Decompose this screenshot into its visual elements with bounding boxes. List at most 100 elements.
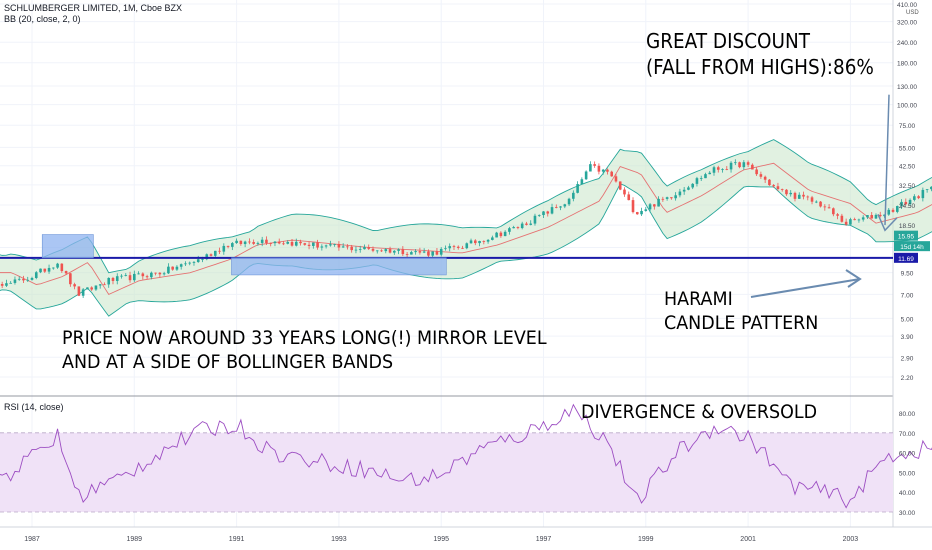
candle-body: [380, 250, 383, 252]
candle-body: [209, 254, 213, 256]
price-tick-label: 2.90: [901, 355, 914, 362]
symbol-title[interactable]: SCHLUMBERGER LIMITED, 1M, Cboe BZX: [4, 3, 183, 13]
discount-line-2: (FALL FROM HIGHS):86%: [646, 55, 874, 79]
candle-body: [614, 176, 618, 182]
harami-line-1: HARAMI: [664, 288, 733, 310]
candle-body: [610, 171, 613, 177]
candle-body: [94, 285, 98, 290]
candle-body: [537, 215, 541, 216]
candle-body: [691, 183, 694, 188]
rsi-tick-label: 40.00: [899, 490, 916, 497]
candle-body: [145, 276, 149, 278]
candle-body: [350, 246, 353, 251]
candle-body: [456, 246, 460, 248]
rsi-axis[interactable]: 80.00 70.00 60.00 50.00 40.00 30.00: [899, 411, 916, 517]
candle-body: [435, 251, 439, 255]
candle-body: [627, 194, 631, 201]
highlight-box-1987[interactable]: [41, 234, 94, 259]
candle-body: [780, 189, 784, 190]
candle-body: [491, 237, 494, 240]
bb-indicator-title[interactable]: BB (20, close, 2, 0): [4, 14, 81, 24]
candle-body: [870, 215, 874, 219]
countdown-tag[interactable]: [894, 241, 930, 252]
highlight-boxes[interactable]: [41, 188, 932, 283]
discount-arrow-shaft[interactable]: [884, 94, 890, 226]
price-tick-label: 55.00: [899, 145, 916, 152]
candle-body: [188, 262, 192, 264]
level-price-label: 11.69: [898, 256, 914, 263]
rsi-legend: RSI (14, close): [4, 402, 64, 412]
candle-body: [797, 194, 801, 199]
candle-body: [631, 200, 635, 213]
candle-body: [115, 276, 119, 281]
candle-body: [857, 219, 861, 221]
candle-body: [670, 197, 673, 199]
candle-body: [776, 186, 780, 190]
candle-body: [644, 209, 648, 211]
candle-body: [520, 223, 524, 229]
time-tick-label: 1989: [127, 536, 143, 543]
candle-body: [256, 242, 260, 244]
candle-body: [26, 279, 30, 281]
candle-body: [239, 240, 243, 245]
level-price-tag[interactable]: [894, 252, 918, 263]
candle-body: [90, 287, 93, 290]
rsi-indicator-title[interactable]: RSI (14, close): [4, 402, 64, 412]
candle-body: [900, 201, 903, 207]
candle-body: [874, 214, 878, 219]
candle-body: [98, 284, 102, 286]
candle-body: [653, 204, 656, 207]
candle-body: [567, 198, 571, 205]
candle-body: [448, 246, 452, 249]
price-tick-label: 410.00: [897, 2, 917, 9]
candle-body: [772, 185, 775, 187]
candle-body: [648, 204, 652, 210]
highlight-box-1991-1995[interactable]: [231, 257, 447, 276]
rsi-tick-label: 70.00: [899, 431, 916, 438]
drawing-tools-layer[interactable]: [750, 94, 932, 518]
price-tick-label: 32.50: [899, 183, 916, 190]
candle-body: [47, 267, 51, 272]
candle-body: [277, 241, 281, 244]
candle-body: [930, 186, 932, 190]
candle-body: [682, 189, 686, 192]
candle-body: [201, 259, 204, 260]
rsi-tick-label: 60.00: [899, 451, 916, 458]
discount-annotation[interactable]: GREAT DISCOUNT (FALL FROM HIGHS):86%: [646, 28, 874, 80]
candle-body: [759, 174, 763, 177]
candle-body: [290, 241, 294, 246]
candle-body: [320, 246, 324, 248]
candle-body: [827, 207, 831, 209]
candle-body: [367, 247, 371, 249]
candle-body: [516, 227, 520, 229]
time-axis[interactable]: 1987198919911993199519971999200120032005…: [24, 536, 932, 543]
price-axis[interactable]: 410.00 320.00 240.00 180.00 130.00 100.00 75.0…: [894, 2, 930, 382]
harami-arrow-shaft[interactable]: [750, 278, 861, 298]
candle-body: [273, 241, 277, 244]
candle-body: [478, 241, 481, 244]
candle-body: [623, 189, 626, 195]
candle-body: [162, 273, 166, 275]
candle-body: [5, 283, 8, 286]
candle-body: [107, 277, 111, 285]
mirror-level-annotation[interactable]: PRICE NOW AROUND 33 YEARS LONG(!) MIRROR…: [62, 326, 547, 374]
last-price-tag[interactable]: [894, 230, 918, 241]
price-tick-label: 7.00: [901, 292, 914, 299]
candle-body: [86, 287, 89, 290]
harami-annotation[interactable]: HARAMI CANDLE PATTERN: [664, 287, 818, 335]
price-tick-label: 2.20: [901, 375, 914, 382]
price-tick-label: 240.00: [897, 40, 917, 47]
candle-body: [866, 215, 869, 218]
candle-body: [474, 240, 477, 244]
candle-body: [572, 192, 575, 199]
divergence-annotation[interactable]: DIVERGENCE & OVERSOLD: [581, 400, 817, 424]
candle-body: [806, 196, 810, 198]
price-tick-label: 130.00: [897, 84, 917, 91]
candle-body: [904, 201, 908, 205]
candle-body: [546, 211, 550, 214]
rsi-tick-label: 30.00: [899, 510, 916, 517]
candle-body: [154, 272, 157, 274]
harami-arrowhead: [845, 269, 862, 288]
candle-body: [640, 210, 643, 215]
